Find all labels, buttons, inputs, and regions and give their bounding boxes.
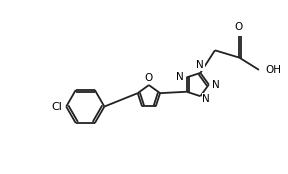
Text: O: O <box>235 22 243 32</box>
Text: OH: OH <box>265 65 281 75</box>
Text: N: N <box>212 80 219 90</box>
Text: Cl: Cl <box>52 102 62 112</box>
Text: N: N <box>196 60 204 70</box>
Text: O: O <box>145 73 153 83</box>
Text: N: N <box>176 72 184 82</box>
Text: N: N <box>202 94 210 104</box>
